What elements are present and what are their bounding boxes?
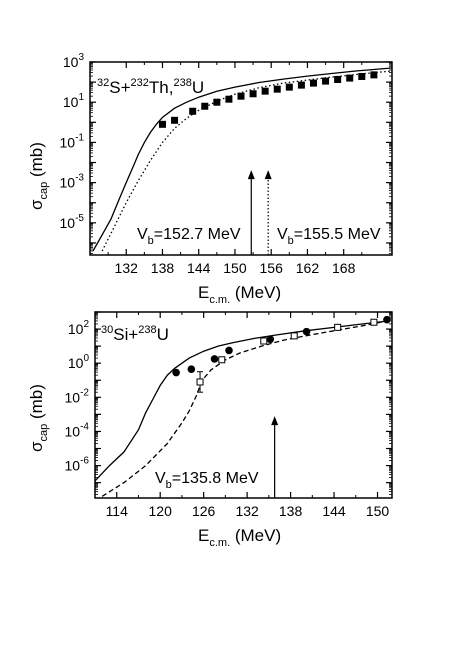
y-tick-label: 10-3 [60,173,85,191]
data-point-square [201,102,209,110]
data-point-open-square [334,323,342,331]
data-point-square [273,85,281,93]
data-point-square [297,81,305,89]
data-point-open-square [260,337,268,345]
x-tick-label: 138 [151,260,175,276]
theory-curve-dashed [101,320,385,497]
plot-frame [89,61,393,256]
tick-labels: 132 138 144 150 156 162 168 10-5 10-3 10-1 101 103 [60,52,356,276]
y-tick-label: 10-1 [60,132,85,150]
barrier-label-2: Vb=155.5 MeV [277,226,381,247]
barrier-arrow-head [271,416,279,426]
x-tick-label: 114 [106,503,129,519]
data-point-square [261,87,269,95]
theory-curve-solid [92,67,393,252]
y-axis-label: σcap (mb) [27,384,50,452]
y-tick-label: 101 [63,92,85,110]
x-tick-label: 144 [322,503,346,519]
data-point-square [237,92,245,100]
data-point-circle [266,335,275,344]
x-tick-label: 150 [223,260,247,276]
plot-marks [90,61,393,255]
barrier-arrow-head [264,170,272,180]
barrier-label-1: Vb=152.7 MeV [137,226,241,247]
data-point-circle [383,315,391,324]
data-point-square [158,120,166,128]
y-tick-label: 10-6 [65,456,90,474]
data-point-square [249,90,257,98]
x-tick-label: 168 [332,260,356,276]
y-tick-label: 10-2 [65,387,90,405]
y-tick-label: 10-4 [65,421,90,439]
data-point-square [334,75,342,83]
data-point-square [370,71,378,79]
barrier-label-1: Vb=135.8 MeV [155,470,259,491]
data-point-open-square [290,332,298,340]
panel-top: 132 138 144 150 156 162 16810-510-310-1101103 … [27,52,393,306]
plot-marks [94,311,392,498]
data-point-square [213,98,221,106]
system-label: 32S+232Th,238U [97,77,204,97]
theory-curve-dotted [101,70,393,252]
plot-frame [94,311,393,499]
data-point-square [346,74,354,82]
data-point-circle [225,346,233,355]
data-point-circle [172,368,180,377]
data-point-square [309,79,317,87]
y-tick-label: 100 [68,353,90,371]
tick-labels: 114 120 126 132 138 144 150 10-6 10-4 10-2 100 102 [65,319,390,519]
x-tick-label: 144 [187,260,211,276]
data-point-square [171,116,179,124]
x-tick-label: 120 [149,503,173,519]
y-tick-label: 103 [63,52,85,70]
x-tick-label: 132 [115,260,139,276]
x-tick-label: 150 [366,503,390,519]
x-tick-label: 162 [296,260,320,276]
y-tick-label: 102 [68,319,90,337]
data-point-circle [302,327,311,336]
data-point-square [358,72,366,80]
data-point-open-square [196,378,204,386]
data-point-square [225,95,233,103]
x-axis-label: Ec.m. (MeV) [198,283,281,306]
data-point-square [285,83,293,91]
x-axis-label: Ec.m. (MeV) [198,526,281,549]
data-point-square [189,107,197,115]
theory-curve-solid [94,320,385,482]
barrier-arrow-head [247,170,255,180]
y-tick-label: 10-5 [60,213,85,231]
x-tick-label: 126 [192,503,216,519]
data-point-circle [210,355,219,363]
panel-bottom: 114 120 126 132 138 144 15010-610-410-2100102 … [27,311,393,549]
x-tick-label: 132 [235,503,259,519]
data-point-open-square [218,356,226,364]
data-point-open-square [370,318,378,326]
system-label: 30Si+238U [101,324,169,344]
data-point-square [322,77,330,85]
data-point-circle [187,365,196,373]
x-tick-label: 156 [260,260,284,276]
y-axis-label: σcap (mb) [27,142,50,210]
x-tick-label: 138 [279,503,303,519]
